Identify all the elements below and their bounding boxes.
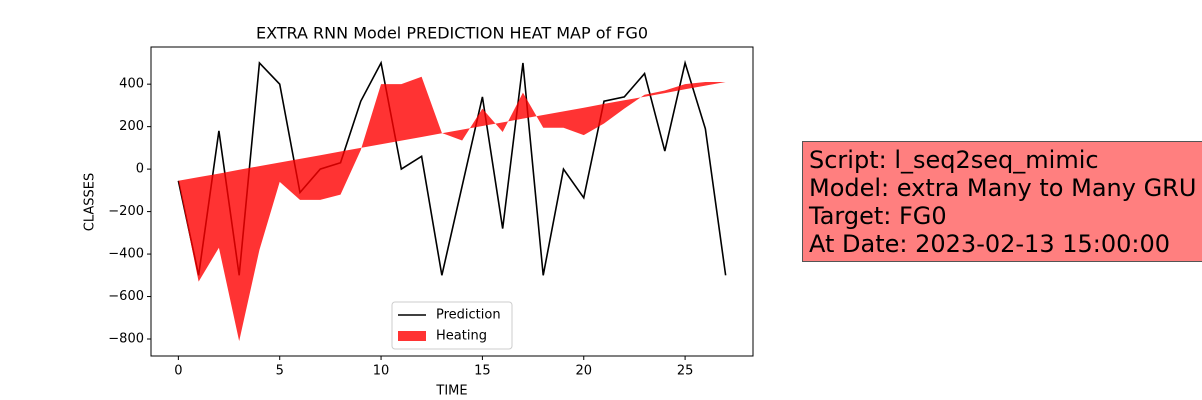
y-tick-label: 0 xyxy=(136,162,144,177)
legend-label: Prediction xyxy=(436,308,501,323)
x-tick-label: 0 xyxy=(174,364,182,379)
y-tick-label: −800 xyxy=(108,332,144,347)
x-tick-label: 5 xyxy=(276,364,284,379)
heating-area xyxy=(178,76,726,342)
y-tick-label: 400 xyxy=(119,77,144,92)
chart-title: EXTRA RNN Model PREDICTION HEAT MAP of F… xyxy=(256,24,648,43)
plot-frame xyxy=(150,46,754,357)
prediction-line xyxy=(177,59,727,276)
annotation-box: Script: l_seq2seq_mimic Model: extra Many… xyxy=(802,141,1202,262)
x-tick-label: 20 xyxy=(575,364,592,379)
annotation-line: Model: extra Many to Many GRU xyxy=(809,174,1197,202)
y-tick-label: −400 xyxy=(108,247,144,262)
y-tick-label: 200 xyxy=(119,119,144,134)
legend-label: Heating xyxy=(436,329,487,344)
annotation-line: At Date: 2023-02-13 15:00:00 xyxy=(809,230,1171,258)
annotation-line: Target: FG0 xyxy=(809,202,947,230)
x-tick-label: 25 xyxy=(677,364,694,379)
annotation-line: Script: l_seq2seq_mimic xyxy=(809,146,1099,174)
x-tick-label: 10 xyxy=(373,364,390,379)
x-axis-label: TIME xyxy=(435,384,467,399)
y-axis-label: CLASSES xyxy=(83,173,98,231)
y-tick-label: −200 xyxy=(108,204,144,219)
y-tick-label: −600 xyxy=(108,289,144,304)
legend-swatch xyxy=(398,331,426,341)
x-tick-label: 15 xyxy=(474,364,491,379)
